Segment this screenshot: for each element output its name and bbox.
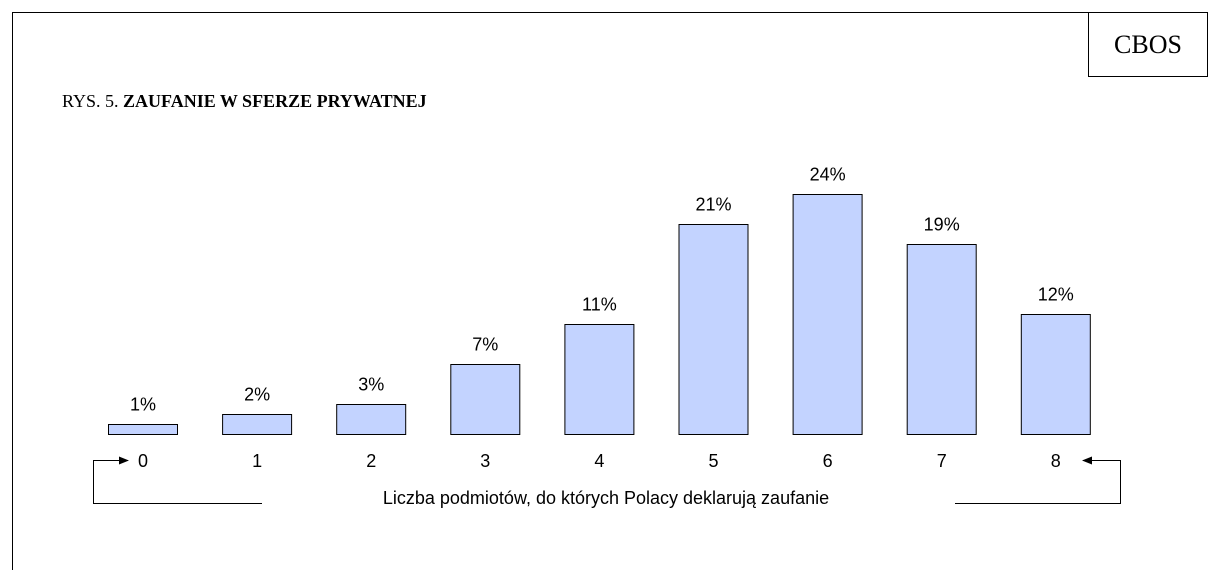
value-label: 19% [924,215,960,235]
bar [564,324,635,435]
x-tick-label: 0 [138,451,148,471]
value-label: 1% [130,395,156,415]
title: ZAUFANIE W SFERZE PRYWATNEJ [123,91,427,111]
bar [108,424,178,435]
bar [1020,314,1091,435]
bar [222,414,293,435]
x-tick-label: 7 [937,451,947,471]
bar [906,244,977,435]
figure-label: RYS. 5. [62,91,119,111]
left-arrow [93,456,262,504]
bar [336,404,407,435]
x-tick-label: 1 [252,451,262,471]
frame [12,12,1208,570]
source: CBOS [1114,30,1182,59]
value-label: 11% [582,295,617,315]
value-label: 2% [244,385,270,405]
value-label: 12% [1038,285,1074,305]
x-tick-label: 5 [708,451,718,471]
value-label: 21% [695,195,731,215]
value-label: 3% [358,375,384,395]
x-tick-label: 2 [366,451,376,471]
source-box [1088,12,1208,77]
value-label: 24% [810,165,846,185]
x-tick-label: 6 [823,451,833,471]
bar [450,364,521,435]
right-arrow [955,456,1121,504]
chart-title: RYS. 5. ZAUFANIE W SFERZE PRYWATNEJ [62,91,427,111]
bar [792,194,863,435]
bar [678,224,749,435]
x-tick-label: 4 [594,451,604,471]
x-axis-label: Liczba podmiotów, do których Polacy dekl… [383,488,829,508]
value-label: 7% [472,335,498,355]
x-tick-label: 3 [480,451,490,471]
x-tick-label: 8 [1051,451,1061,471]
